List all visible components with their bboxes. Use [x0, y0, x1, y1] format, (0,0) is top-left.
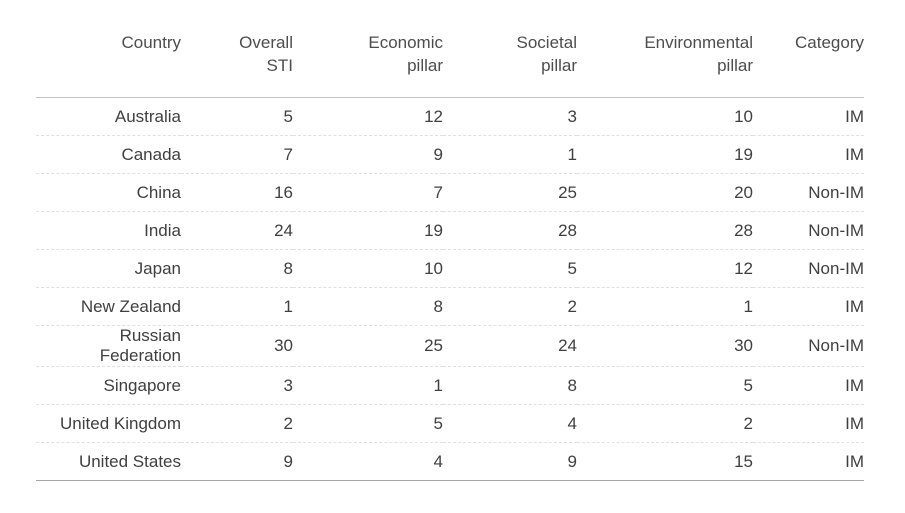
societal-pillar-cell: 24	[443, 325, 577, 367]
table-row: New Zealand 1 8 2 1 IM	[36, 287, 864, 326]
economic-pillar-cell: 12	[424, 106, 443, 126]
ranking-table-container: Country Overall STI Economic pillar Soci…	[36, 26, 864, 481]
country-cell: Singapore	[36, 366, 181, 405]
country-cell: Japan	[36, 249, 181, 288]
column-header-overall-sti: Overall STI	[181, 26, 293, 98]
country-cell: India	[36, 211, 181, 250]
category-cell: Non-IM	[753, 211, 864, 250]
economic-pillar-cell: 7	[293, 173, 443, 212]
overall-sti-cell: 16	[181, 173, 293, 212]
country-cell: Canada	[36, 135, 181, 174]
overall-sti-cell: 9	[181, 442, 293, 481]
environmental-pillar-cell: 28	[577, 211, 753, 250]
column-header-societal-pillar: Societal pillar	[443, 26, 577, 98]
country-cell: United States	[36, 442, 181, 481]
category-cell: Non-IM	[753, 173, 864, 212]
country-cell: Australia	[114, 106, 181, 126]
overall-sti-cell: 8	[181, 249, 293, 288]
column-header-economic-pillar: Economic pillar	[293, 26, 443, 98]
column-header-category: Category	[753, 26, 864, 98]
societal-pillar-cell: 25	[443, 173, 577, 212]
societal-pillar-cell: 1	[443, 135, 577, 174]
category-cell: IM	[753, 287, 864, 326]
economic-pillar-cell: 19	[293, 211, 443, 250]
table-header: Country Overall STI Economic pillar Soci…	[36, 26, 864, 98]
overall-sti-cell: 24	[181, 211, 293, 250]
overall-sti-cell: 7	[181, 135, 293, 174]
societal-pillar-cell: 5	[443, 249, 577, 288]
economic-pillar-cell: 9	[293, 135, 443, 174]
table-row: Japan 8 10 5 12 Non-IM	[36, 249, 864, 288]
column-header-environmental-pillar: Environmental pillar	[577, 26, 753, 98]
environmental-pillar-cell: 12	[577, 249, 753, 288]
overall-sti-cell: 2	[181, 404, 293, 443]
country-cell: Russian Federation	[36, 325, 181, 367]
economic-pillar-cell: 10	[293, 249, 443, 288]
economic-pillar-cell: 8	[293, 287, 443, 326]
category-cell: IM	[845, 106, 864, 126]
economic-pillar-cell: 5	[293, 404, 443, 443]
societal-pillar-cell: 8	[443, 366, 577, 405]
societal-pillar-cell: 3	[567, 106, 577, 126]
societal-pillar-cell: 4	[443, 404, 577, 443]
environmental-pillar-cell: 2	[577, 404, 753, 443]
economic-pillar-cell: 25	[293, 325, 443, 367]
category-cell: IM	[753, 404, 864, 443]
environmental-pillar-cell: 10	[734, 106, 753, 126]
category-cell: Non-IM	[753, 249, 864, 288]
overall-sti-cell: 30	[181, 325, 293, 367]
country-cell: United Kingdom	[36, 404, 181, 443]
table-row: United States 9 4 9 15 IM	[36, 442, 864, 481]
column-header-country: Country	[36, 26, 181, 98]
country-cell: China	[36, 173, 181, 212]
economic-pillar-cell: 1	[293, 366, 443, 405]
table-row: Australia 5 12 3 10 IM	[36, 98, 864, 136]
category-cell: Non-IM	[753, 325, 864, 367]
category-cell: IM	[753, 135, 864, 174]
environmental-pillar-cell: 1	[577, 287, 753, 326]
environmental-pillar-cell: 5	[577, 366, 753, 405]
category-cell: IM	[753, 366, 864, 405]
table-row: Singapore 3 1 8 5 IM	[36, 366, 864, 405]
societal-pillar-cell: 9	[443, 442, 577, 481]
overall-sti-cell: 3	[181, 366, 293, 405]
environmental-pillar-cell: 19	[577, 135, 753, 174]
environmental-pillar-cell: 30	[577, 325, 753, 367]
table-body: Australia 5 12 3 10 IM Canada 7 9 1 19 I…	[36, 98, 864, 481]
economic-pillar-cell: 4	[293, 442, 443, 481]
table-row: Russian Federation 30 25 24 30 Non-IM	[36, 325, 864, 367]
header-row: Country Overall STI Economic pillar Soci…	[36, 26, 864, 98]
societal-pillar-cell: 28	[443, 211, 577, 250]
environmental-pillar-cell: 15	[577, 442, 753, 481]
environmental-pillar-cell: 20	[577, 173, 753, 212]
societal-pillar-cell: 2	[443, 287, 577, 326]
table-row: United Kingdom 2 5 4 2 IM	[36, 404, 864, 443]
country-cell: New Zealand	[36, 287, 181, 326]
table-row: India 24 19 28 28 Non-IM	[36, 211, 864, 250]
table-row: China 16 7 25 20 Non-IM	[36, 173, 864, 212]
category-cell: IM	[753, 442, 864, 481]
ranking-table: Country Overall STI Economic pillar Soci…	[36, 26, 864, 481]
overall-sti-cell: 5	[283, 106, 293, 126]
table-row: Canada 7 9 1 19 IM	[36, 135, 864, 174]
overall-sti-cell: 1	[181, 287, 293, 326]
